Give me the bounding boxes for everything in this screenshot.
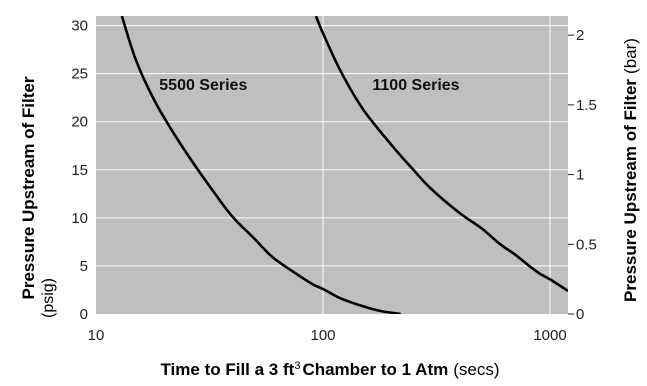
y2-tick-label: 1.5	[576, 97, 597, 114]
y-tick-label: 25	[71, 66, 88, 83]
y-tick-label: 30	[71, 18, 88, 35]
series-labels: 5500 Series 1100 Series	[159, 77, 459, 94]
y2-axis-title-main: Pressure Upstream of Filter	[621, 79, 640, 302]
x-axis-title: Time to Fill a 3 ft3 Chamber to 1 Atm (sec…	[160, 360, 499, 379]
y-tick-label: 15	[71, 162, 88, 179]
y2-tick-label: 0.5	[576, 236, 597, 253]
y-axis-title-unit: (psig)	[40, 278, 57, 318]
y-tick-label: 5	[80, 258, 88, 275]
series-line-1100-series	[314, 16, 568, 292]
y2-tick-label: 1	[576, 167, 584, 184]
y-axis-title: Pressure Upstream of Filter	[19, 76, 38, 299]
x-axis-title-main-2: Chamber to 1 Atm	[302, 360, 448, 379]
y-axis-title-main: Pressure Upstream of Filter	[19, 76, 38, 299]
series-line-5500-series	[120, 16, 401, 314]
curves	[120, 16, 568, 314]
grid	[96, 16, 568, 314]
x-axis-title-superscript: 3	[294, 360, 300, 372]
x-axis-title-main: Time to Fill a 3 ft	[160, 360, 294, 379]
x-tick-label: 1000	[533, 327, 566, 344]
x-tick-label: 100	[310, 327, 335, 344]
y2-tick-label: 2	[576, 27, 584, 44]
plot-background	[96, 16, 568, 314]
x-axis-title-unit: (secs)	[453, 360, 499, 379]
series-label-5500-series: 5500 Series	[159, 77, 247, 94]
x-tick-label: 10	[88, 327, 105, 344]
right-axis: 0 0.5 1 1.5 2	[568, 27, 597, 323]
series-label-1100-series: 1100 Series	[372, 77, 459, 94]
y2-axis-title: Pressure Upstream of Filter (bar)	[621, 38, 640, 302]
y-tick-label: 0	[80, 306, 88, 323]
y-tick-label: 10	[71, 210, 88, 227]
x-axis: 10 100 1000	[88, 327, 567, 344]
y2-tick-label: 0	[576, 306, 584, 323]
left-axis: 0 5 10 15 20 25 30	[71, 18, 88, 323]
y2-axis-title-unit: (bar)	[621, 38, 640, 74]
y-tick-label: 20	[71, 114, 88, 131]
